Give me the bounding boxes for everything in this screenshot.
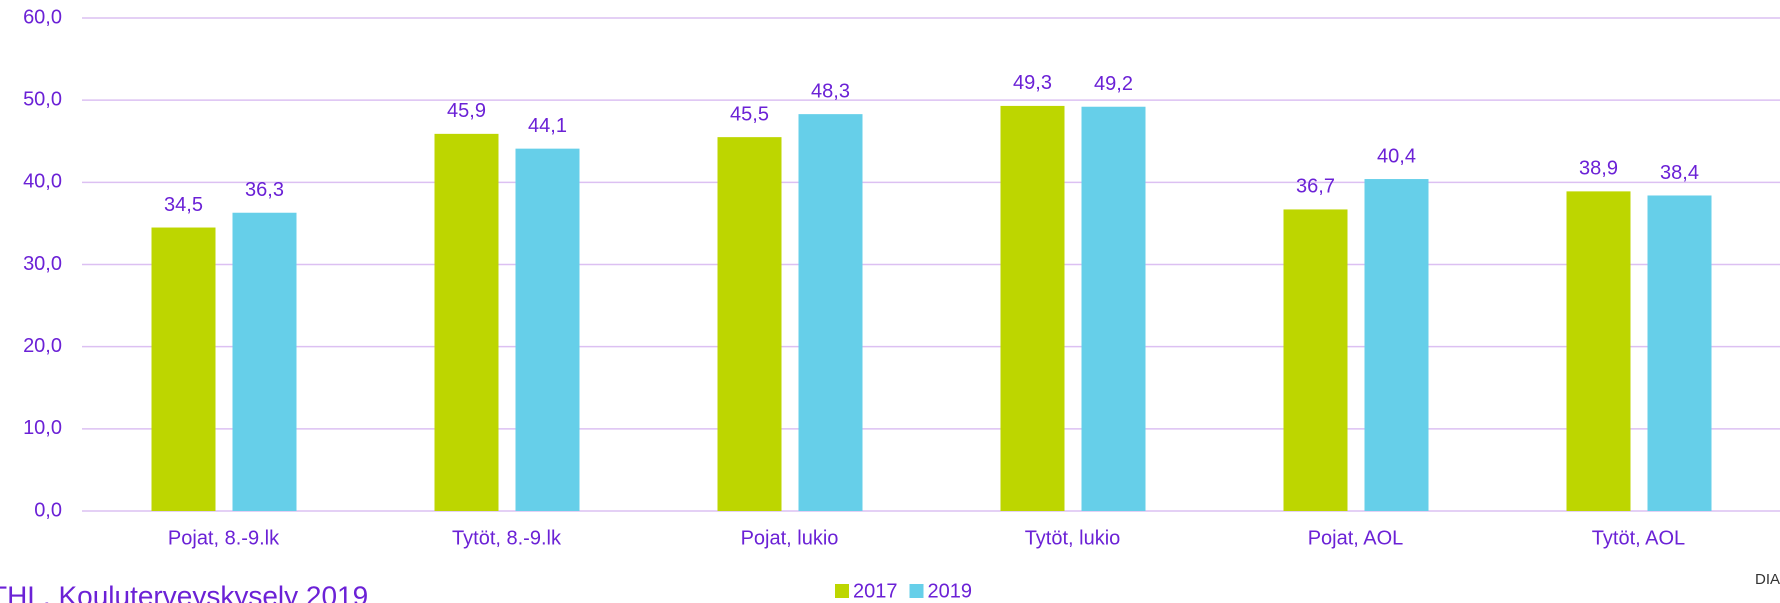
y-tick-label: 60,0 [23,6,62,28]
x-tick-label: Pojat, lukio [741,527,839,549]
x-tick-label: Tytöt, lukio [1025,527,1121,549]
x-tick-label: Tytöt, 8.-9.lk [452,527,562,549]
bar [798,114,863,511]
x-tick-label: Pojat, 8.-9.lk [168,527,280,549]
value-label: 40,4 [1377,145,1416,167]
legend-swatch [909,584,924,598]
bar [515,148,580,511]
value-label: 36,3 [245,179,284,201]
value-label: 45,9 [447,100,486,122]
y-tick-label: 30,0 [23,253,62,275]
value-label: 34,5 [164,194,203,216]
bar [1081,106,1146,512]
y-tick-label: 50,0 [23,88,62,110]
value-label: 38,4 [1660,162,1699,184]
value-label: 44,1 [528,115,567,137]
legend-swatch [835,584,849,598]
y-tick-label: 10,0 [23,417,62,439]
bar [1000,105,1065,511]
legend-label: 2017 [853,580,898,602]
bar [1647,195,1712,512]
bar [151,227,216,511]
bar [434,133,499,512]
legend-label: 2019 [928,580,973,602]
y-tick-label: 40,0 [23,171,62,193]
footer: DIA [1755,571,1780,588]
x-tick-label: Tytöt, AOL [1592,527,1685,549]
y-tick-label: 0,0 [34,499,62,521]
bar [232,212,297,512]
bar [717,137,782,511]
y-tick-label: 20,0 [23,335,62,357]
x-tick-label: Pojat, AOL [1308,527,1404,549]
value-label: 49,3 [1013,72,1052,94]
value-label: 36,7 [1296,176,1335,198]
value-label: 48,3 [811,80,850,102]
value-label: 45,5 [730,103,769,125]
source: THL, Kouluterveyskysely 2019 [0,580,368,603]
bar [1283,209,1348,511]
value-label: 49,2 [1094,73,1133,95]
bar [1364,179,1429,511]
bar [1566,191,1631,511]
value-label: 38,9 [1579,158,1618,180]
